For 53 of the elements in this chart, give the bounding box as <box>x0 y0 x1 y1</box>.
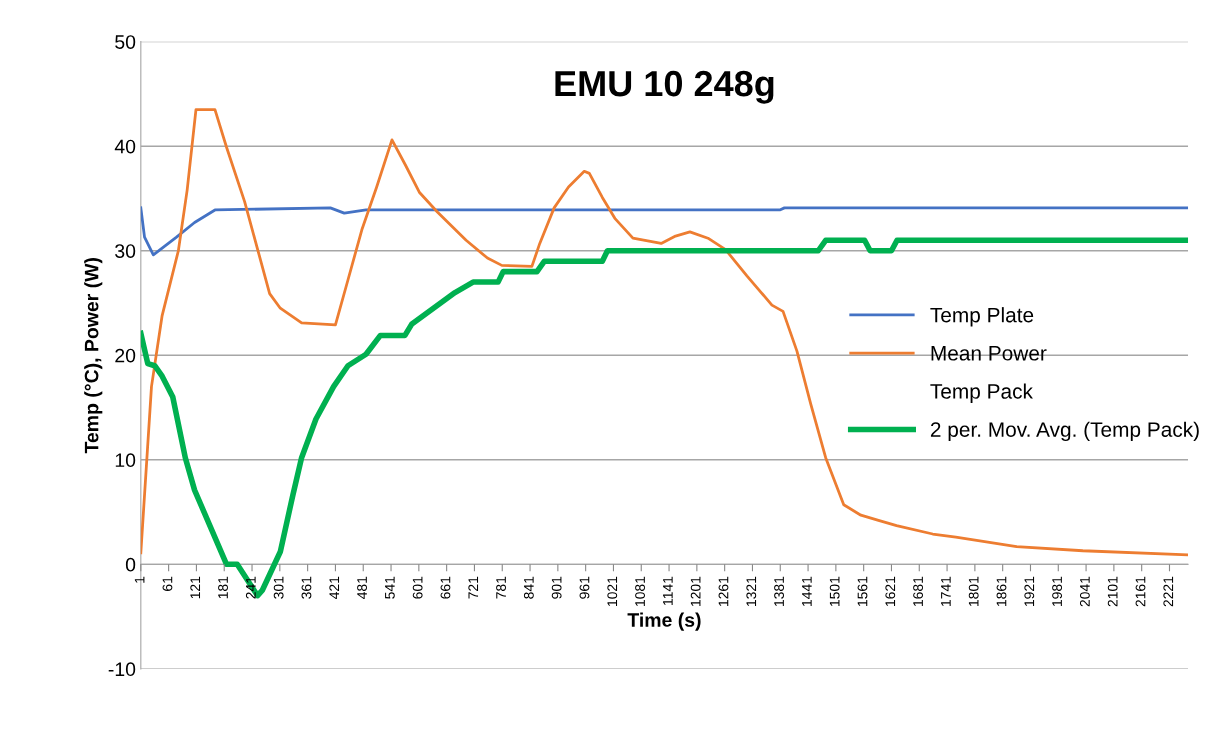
x-tick-label: 1201 <box>690 576 701 606</box>
x-tick-label: 841 <box>523 576 534 599</box>
x-tick-label: 1021 <box>607 576 618 606</box>
x-tick-label: 961 <box>579 576 590 599</box>
y-tick-label: -10 <box>108 662 136 677</box>
x-tick-label: 2221 <box>1163 576 1174 607</box>
text: EMU 10 248g <box>555 70 774 104</box>
legend-label: Mean Power <box>931 346 1047 361</box>
x-tick-label: 1561 <box>857 576 868 606</box>
x-tick-label: 1921 <box>1024 576 1035 606</box>
y-tick-label: 50 <box>115 35 136 49</box>
x-axis-title: Time (s) <box>627 612 701 631</box>
x-tick-label: 781 <box>496 576 506 599</box>
x-tick-label: 1081 <box>635 576 645 606</box>
legend-label: 2 per. Mov. Avg. (Temp Pack) <box>930 421 1199 442</box>
x-tick-label: 121 <box>190 576 201 599</box>
x-tick-label: 1321 <box>746 576 757 606</box>
x-tick-label: 2041 <box>1079 576 1090 607</box>
x-tick-label: 721 <box>468 576 479 599</box>
x-tick-label: 1501 <box>829 576 840 606</box>
x-tick-label: 1741 <box>941 576 951 606</box>
x-tick-label: 361 <box>301 576 312 599</box>
y-tick-label: 20 <box>115 348 136 363</box>
y-tick-label: 40 <box>114 139 136 154</box>
x-tick-label: 421 <box>329 576 340 599</box>
y-axis-title: Temp (°C), Power (W) <box>84 258 103 454</box>
x-tick-label: 241 <box>245 576 256 599</box>
x-tick-label: 61 <box>162 576 173 591</box>
x-tick-label: 601 <box>412 576 423 599</box>
x-tick-label: 1 <box>134 576 145 583</box>
text: Temp Pack <box>930 383 1033 403</box>
x-tick-label: 1621 <box>885 576 896 606</box>
x-tick-label: 1261 <box>718 576 729 606</box>
x-tick-label: 1141 <box>663 576 673 605</box>
x-tick-label: 1381 <box>774 576 784 606</box>
x-tick-label: 301 <box>273 576 284 599</box>
y-tick-label: 10 <box>115 453 136 468</box>
x-tick-label: 2161 <box>1135 576 1146 607</box>
x-tick-label: 541 <box>385 576 395 599</box>
y-tick-label: 0 <box>125 557 136 572</box>
x-tick-label: 1861 <box>996 576 1007 606</box>
legend-label: Temp Plate <box>930 307 1034 327</box>
x-tick-label: 1441 <box>802 576 812 606</box>
y-tick-label: 30 <box>115 244 136 258</box>
x-tick-label: 1981 <box>1052 576 1063 606</box>
x-tick-label: 1801 <box>968 576 979 606</box>
x-tick-label: 2101 <box>1107 576 1118 607</box>
x-tick-label: 661 <box>440 576 451 599</box>
x-tick-label: 481 <box>357 576 367 599</box>
x-tick-label: 1681 <box>913 576 923 606</box>
x-tick-label: 901 <box>551 576 562 599</box>
x-tick-label: 181 <box>218 576 228 599</box>
line-series <box>140 206 1189 257</box>
